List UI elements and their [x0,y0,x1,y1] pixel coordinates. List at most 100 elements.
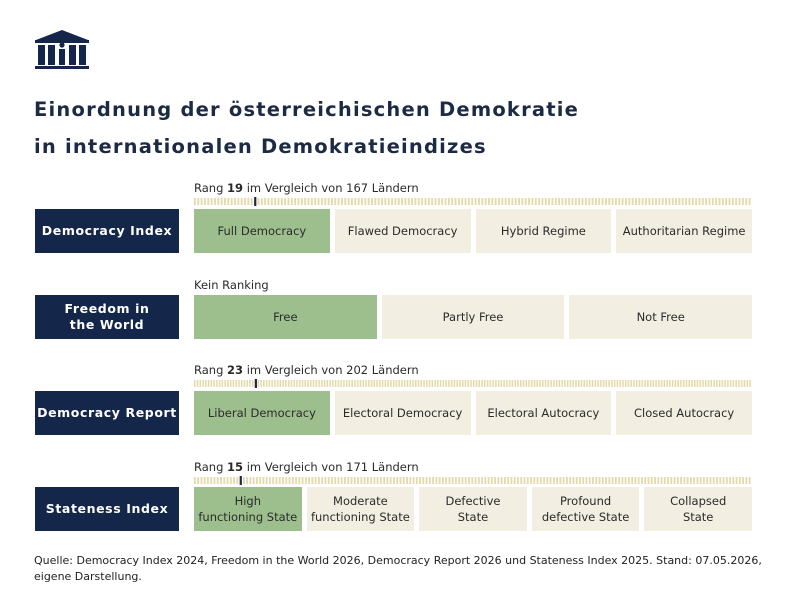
rank-tick [688,380,690,387]
rank-tick [712,477,715,484]
rank-tick [246,477,248,484]
category-cell: Profound defective State [531,487,640,531]
rank-tick [595,477,598,484]
rank-tick [438,477,441,484]
rank-tick [474,198,477,205]
rank-tick [213,380,215,387]
rank-tick [491,198,494,205]
rank-tick [605,477,607,484]
rank-tick [611,380,613,387]
rank-tick [218,380,221,387]
rank-scale-stateness-index [194,476,751,485]
rank-tick [360,477,363,484]
rank-tick [484,477,487,484]
rank-tick [518,198,520,205]
rank-tick [663,477,666,484]
rank-tick [638,198,641,205]
rank-tick [531,380,533,387]
rank-tick [252,380,254,387]
rank-tick [669,380,671,387]
category-cell: Full Democracy [194,209,330,253]
rank-tick [272,477,275,484]
rank-tick [628,477,630,484]
rank-tick [648,198,651,205]
rank-tick [507,477,510,484]
rank-tick [718,380,721,387]
rank-tick [558,198,561,205]
rank-tick [621,477,624,484]
rank-tick [402,477,405,484]
rank-tick [592,477,594,484]
category-cell: Partly Free [381,295,565,339]
rank-tick [260,380,262,387]
rank-tick [575,380,577,387]
rank-tick [519,380,522,387]
rank-text-stateness-index: Rang 15 im Vergleich von 171 Ländern [194,460,419,474]
rank-tick [528,380,530,387]
rank-tick [526,477,529,484]
rank-tick [426,380,428,387]
rank-tick [577,380,580,387]
rank-tick [511,380,514,387]
rank-tick [310,198,313,205]
rank-tick [698,198,701,205]
rank-tick [277,198,280,205]
rank-tick [274,380,276,387]
rank-tick [746,380,748,387]
rank-tick [294,198,297,205]
rank-tick [625,198,627,205]
rank-tick [631,198,634,205]
rank-tick [549,477,552,484]
rank-tick [524,198,527,205]
rank-tick [562,477,565,484]
rank-tick [534,198,537,205]
rank-tick [265,477,268,484]
category-cell: Not Free [569,295,753,339]
rank-tick [504,477,506,484]
rank-tick [691,380,693,387]
rank-tick [214,198,216,205]
rank-tick [665,198,667,205]
rank-text-freedom-in-the-world: Kein Ranking [194,278,269,292]
rank-tick [404,198,407,205]
rank-tick [467,380,469,387]
rank-tick [421,198,424,205]
rank-tick [668,198,671,205]
rank-tick [554,198,557,205]
rank-tick [487,477,490,484]
rank-tick [207,477,209,484]
category-cell: Defective State [419,487,527,531]
rank-tick [725,477,728,484]
rank-tick [203,477,206,484]
rank-tick [379,380,381,387]
rank-tick [721,198,724,205]
rank-tick [661,198,664,205]
rank-tick [693,477,696,484]
rank-tick [331,477,333,484]
rank-tick [492,380,494,387]
rank-tick [544,380,547,387]
rank-tick [721,380,724,387]
rank-tick [608,198,611,205]
rank-tick [210,198,213,205]
rank-tick [311,477,314,484]
rank-tick [510,477,513,484]
rank-tick [572,477,575,484]
rank-tick [384,380,387,387]
rank-tick [494,198,497,205]
rank-tick [442,380,445,387]
rank-tick [317,198,320,205]
rank-tick [666,380,668,387]
rank-tick [224,198,226,205]
rank-tick [649,380,652,387]
rank-tick [401,380,403,387]
rank-tick [288,477,291,484]
rank-tick [506,380,508,387]
rank-tick [409,477,412,484]
source-note: Quelle: Democracy Index 2024, Freedom in… [34,554,762,583]
rank-tick [386,477,389,484]
rank-tick [581,198,584,205]
rank-tick [354,198,357,205]
rank-tick [224,380,226,387]
rank-tick [285,380,287,387]
